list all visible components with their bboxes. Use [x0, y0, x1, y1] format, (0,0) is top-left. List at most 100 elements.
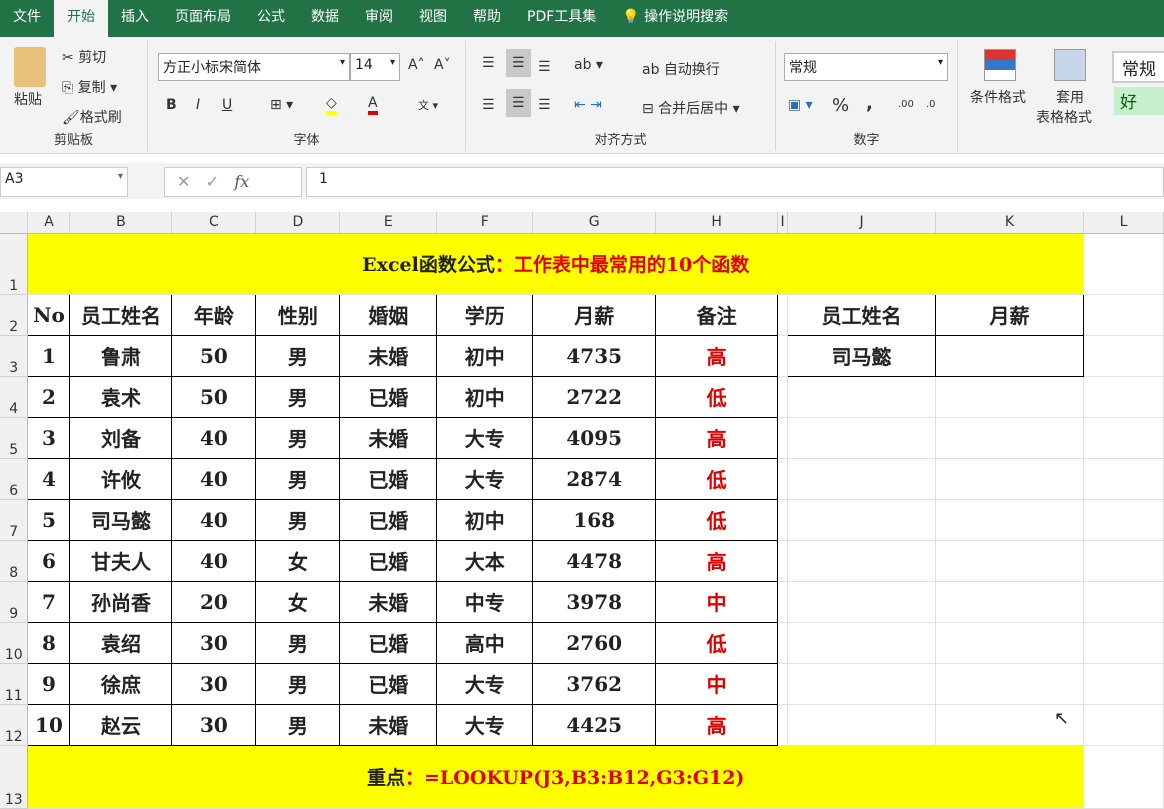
row-header[interactable]: 6: [0, 458, 29, 500]
table-cell[interactable]: 初中: [436, 375, 534, 418]
table-cell[interactable]: 低: [655, 457, 779, 500]
formula-input[interactable]: 1: [306, 167, 1164, 197]
align-left-icon[interactable]: ☰: [482, 97, 495, 113]
table-cell[interactable]: 男: [255, 334, 341, 377]
italic-button[interactable]: I: [196, 97, 201, 113]
tell-me-search[interactable]: 💡 操作说明搜索: [622, 9, 729, 25]
row-header[interactable]: 5: [0, 417, 29, 459]
cell[interactable]: [787, 376, 937, 418]
column-header[interactable]: C: [171, 212, 257, 234]
table-cell[interactable]: 大专: [436, 662, 534, 705]
header-cell[interactable]: 学历: [436, 293, 534, 336]
table-cell[interactable]: 低: [655, 375, 779, 418]
table-cell[interactable]: 40: [171, 457, 257, 500]
wrap-text-button[interactable]: ab 自动换行: [642, 62, 720, 78]
increase-font-icon[interactable]: A˄: [408, 57, 425, 73]
table-cell[interactable]: 10: [27, 703, 71, 746]
copy-button[interactable]: ⎘ 复制 ▾: [62, 80, 118, 96]
table-cell[interactable]: 2874: [532, 457, 657, 500]
cell[interactable]: [787, 704, 937, 746]
row-header[interactable]: 9: [0, 581, 29, 623]
underline-button[interactable]: U: [222, 97, 233, 113]
table-cell[interactable]: 7: [27, 580, 71, 623]
cell[interactable]: [787, 499, 937, 541]
cell[interactable]: [787, 540, 937, 582]
font-name-select[interactable]: 方正小标宋简体 ▾: [158, 53, 350, 81]
row-header[interactable]: 4: [0, 376, 29, 418]
column-header[interactable]: H: [655, 212, 779, 234]
column-header[interactable]: F: [436, 212, 534, 234]
column-header[interactable]: I: [777, 212, 789, 234]
fill-color-icon[interactable]: ◇: [326, 95, 337, 115]
cell[interactable]: [787, 458, 937, 500]
row-header[interactable]: 10: [0, 622, 29, 664]
table-cell[interactable]: 未婚: [339, 334, 438, 377]
column-header[interactable]: L: [1083, 212, 1164, 234]
table-cell[interactable]: 低: [655, 498, 779, 541]
align-bottom-icon[interactable]: ☰: [538, 59, 551, 75]
cell[interactable]: [777, 704, 789, 746]
row-header[interactable]: 7: [0, 499, 29, 541]
lookup-name-cell[interactable]: 司马懿: [787, 334, 937, 377]
row-header[interactable]: 8: [0, 540, 29, 582]
cell[interactable]: [777, 294, 789, 336]
merge-center-button[interactable]: ⊟ 合并后居中 ▾: [642, 101, 740, 117]
table-cell[interactable]: 未婚: [339, 580, 438, 623]
table-cell[interactable]: 女: [255, 580, 341, 623]
cell[interactable]: [1083, 540, 1164, 582]
lookup-header[interactable]: 员工姓名: [787, 293, 937, 336]
cell[interactable]: [1083, 581, 1164, 623]
table-cell[interactable]: 徐庶: [69, 662, 173, 705]
align-center-icon[interactable]: ☰: [506, 89, 531, 117]
column-header[interactable]: G: [532, 212, 657, 234]
table-cell[interactable]: 中专: [436, 580, 534, 623]
cell[interactable]: [1083, 294, 1164, 336]
table-cell[interactable]: 高: [655, 539, 779, 582]
table-cell[interactable]: 甘夫人: [69, 539, 173, 582]
cell[interactable]: [935, 622, 1084, 664]
table-cell[interactable]: 40: [171, 539, 257, 582]
font-size-select[interactable]: 14 ▾: [350, 53, 400, 81]
border-icon[interactable]: ⊞ ▾: [270, 97, 294, 113]
bold-button[interactable]: B: [166, 97, 177, 113]
cell[interactable]: [935, 540, 1084, 582]
cell[interactable]: [787, 417, 937, 459]
number-format-select[interactable]: 常规 ▾: [784, 53, 948, 81]
header-cell[interactable]: 年龄: [171, 293, 257, 336]
table-cell[interactable]: 2722: [532, 375, 657, 418]
table-format-button-line1[interactable]: 套用: [1056, 90, 1084, 106]
cell[interactable]: [777, 417, 789, 459]
table-cell[interactable]: 30: [171, 621, 257, 664]
header-cell[interactable]: 员工姓名: [69, 293, 173, 336]
cell[interactable]: [1083, 233, 1164, 295]
column-header[interactable]: K: [935, 212, 1084, 234]
cell[interactable]: [777, 499, 789, 541]
table-cell[interactable]: 50: [171, 375, 257, 418]
cell[interactable]: [777, 581, 789, 623]
table-format-button[interactable]: 表格格式: [1036, 110, 1092, 126]
table-cell[interactable]: 8: [27, 621, 71, 664]
tab-0[interactable]: 文件: [13, 9, 41, 25]
header-cell[interactable]: 月薪: [532, 293, 657, 336]
row-header[interactable]: 11: [0, 663, 29, 705]
format-painter-button[interactable]: 🖌格式刷: [62, 110, 122, 126]
note-cell[interactable]: 重点：=LOOKUP(J3,B3:B12,G3:G12): [27, 745, 1084, 809]
comma-button[interactable]: ,: [866, 93, 873, 114]
table-cell[interactable]: 高: [655, 703, 779, 746]
increase-decimal-icon[interactable]: .00: [898, 99, 914, 110]
column-header[interactable]: D: [255, 212, 341, 234]
cell[interactable]: [1083, 663, 1164, 705]
cell[interactable]: [1083, 704, 1164, 746]
column-header[interactable]: J: [787, 212, 937, 234]
fx-icon[interactable]: fx: [234, 172, 250, 191]
cell[interactable]: [1083, 417, 1164, 459]
table-cell[interactable]: 初中: [436, 498, 534, 541]
header-cell[interactable]: 备注: [655, 293, 779, 336]
cell[interactable]: [787, 622, 937, 664]
table-cell[interactable]: 高: [655, 334, 779, 377]
cell[interactable]: [777, 335, 789, 377]
table-cell[interactable]: 2760: [532, 621, 657, 664]
table-cell[interactable]: 1: [27, 334, 71, 377]
decrease-font-icon[interactable]: A˅: [434, 57, 451, 73]
indent-icons[interactable]: ⇤ ⇥: [574, 97, 602, 113]
